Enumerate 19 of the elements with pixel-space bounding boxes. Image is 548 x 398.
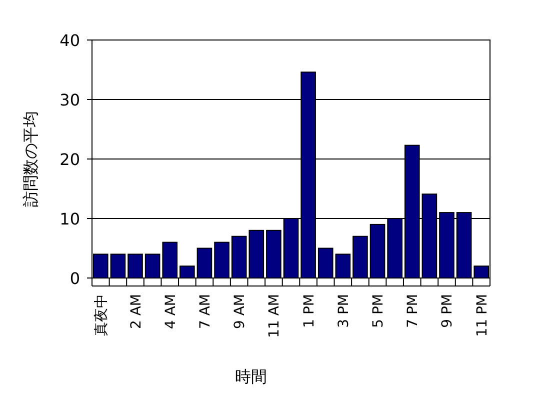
x-tick-label: 4 AM xyxy=(162,294,179,330)
x-tick-label: 11 PM xyxy=(474,294,490,337)
y-tick-label: 20 xyxy=(60,150,80,169)
y-tick-label: 10 xyxy=(60,210,80,228)
x-tick-label: 7 AM xyxy=(197,294,214,330)
y-axis-title: 訪問数の平均 xyxy=(21,111,40,207)
x-tick-label: 9 PM xyxy=(440,294,456,328)
x-tick-label: 1 PM xyxy=(301,294,318,328)
x-tick-label: 真夜中 xyxy=(94,294,110,336)
x-tick-label: 11 AM xyxy=(266,294,283,338)
y-tick-label: 40 xyxy=(60,31,80,50)
x-tick-label: 3 PM xyxy=(336,294,352,328)
x-axis-title: 時間 xyxy=(235,367,267,386)
x-tick-label: 9 AM xyxy=(232,294,248,330)
x-tick-label: 5 PM xyxy=(370,294,387,328)
y-tick-label: 30 xyxy=(60,90,80,110)
y-tick-label: 0 xyxy=(70,269,80,288)
x-tick-label: 2 AM xyxy=(128,294,144,330)
x-tick-label: 7 PM xyxy=(405,294,422,328)
